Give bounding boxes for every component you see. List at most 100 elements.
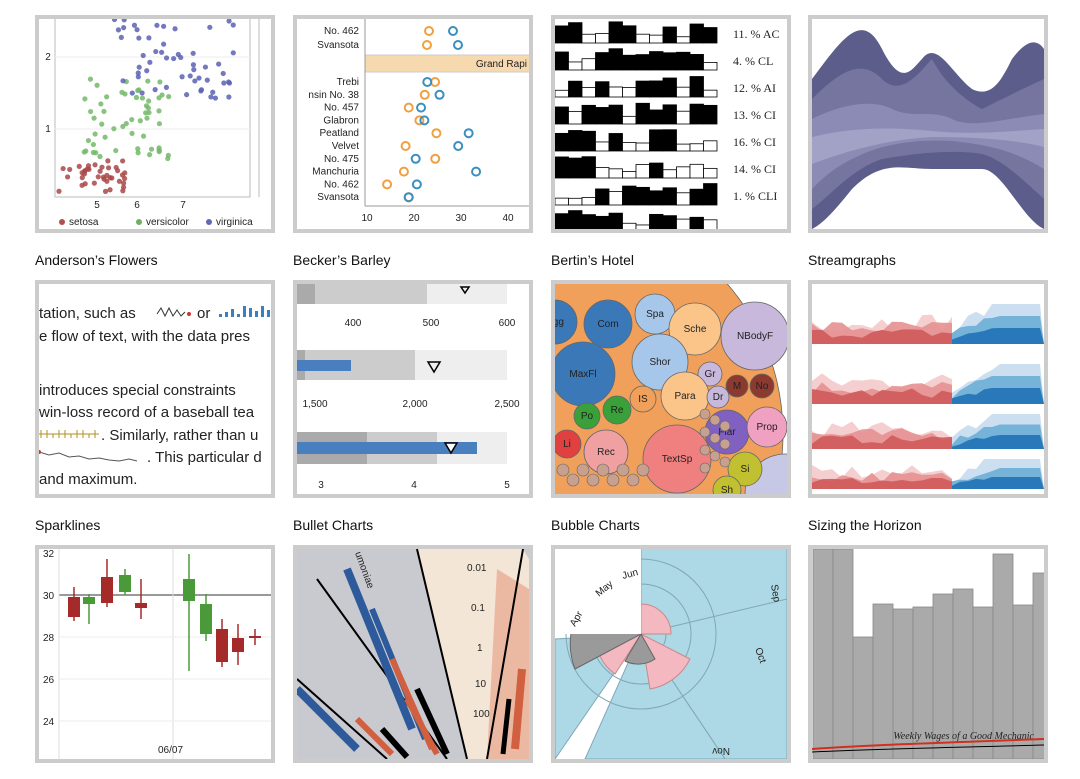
dot: [91, 180, 97, 186]
dot: [131, 22, 138, 28]
dot: [76, 163, 82, 169]
dot: [83, 148, 89, 154]
row-label: 16. % CI: [733, 135, 776, 149]
bar: [872, 603, 894, 759]
cell: [676, 51, 691, 71]
horizon-pos: [952, 477, 1044, 489]
tick: 24: [43, 717, 55, 728]
dot: [419, 115, 430, 126]
legend: virginica: [216, 217, 253, 228]
dot: [139, 95, 146, 101]
dot: [422, 77, 433, 87]
caption[interactable]: Becker’s Barley: [293, 252, 391, 268]
cell: [649, 129, 664, 152]
bubble: [744, 453, 787, 494]
dot: [98, 101, 104, 107]
cell: [662, 187, 677, 206]
cell: [676, 143, 691, 152]
dot: [221, 80, 227, 86]
thumbnail[interactable]: 400 500 600 1,500 2,000 2,500 3 4 5: [293, 280, 533, 498]
dot: [159, 92, 165, 98]
cell: [662, 77, 677, 98]
cell: [649, 190, 664, 206]
caption[interactable]: Streamgraphs: [808, 252, 896, 268]
cell: [608, 104, 623, 125]
bubble: [706, 385, 730, 409]
bars: [297, 567, 526, 759]
cell: [703, 140, 718, 152]
cell: [622, 87, 637, 98]
row-label: No. 462: [324, 26, 359, 37]
bar: [852, 636, 874, 759]
dot: [88, 108, 94, 115]
dot: [97, 153, 103, 160]
caption[interactable]: Sparklines: [35, 517, 101, 533]
row-label: Svansota: [317, 192, 359, 203]
cell: [662, 104, 677, 125]
thumbnail[interactable]: 0.01 0.1 1 10 100 umoniae: [293, 545, 533, 763]
bubble: [725, 374, 749, 398]
bubble-label: Spa: [646, 309, 664, 320]
cell: [608, 168, 623, 179]
thumbnail[interactable]: 32 30 28 26 24 06/07: [35, 545, 275, 763]
dot: [133, 94, 140, 101]
horizon-pos: [952, 328, 1044, 344]
thumbnail[interactable]: [808, 280, 1048, 498]
dot: [191, 67, 197, 73]
dot: [430, 153, 441, 164]
bubble-label: Dr: [713, 392, 724, 403]
matrix-thumb: 11. % AC 4. % CL 12. % AI 13. % CI 16. % CI 1…: [555, 21, 780, 229]
cell: [703, 167, 718, 179]
bubble: [555, 299, 578, 345]
candle: [68, 597, 80, 617]
thumbnail[interactable]: 11. % AC 4. % CL 12. % AI 13. % CI 16. % CI 1…: [551, 15, 791, 233]
candle: [183, 579, 195, 601]
dot: [202, 64, 209, 70]
dot: [99, 121, 105, 127]
row-label: Velvet: [332, 141, 359, 152]
dot: [166, 94, 172, 100]
thumbnail[interactable]: Apr May Jun Sep Oct Nov: [551, 545, 791, 763]
bubble: [555, 429, 582, 459]
tick: 7: [180, 200, 186, 211]
cell: [689, 103, 704, 125]
caption[interactable]: Sizing the Horizon: [808, 517, 922, 533]
tick: 2,500: [494, 399, 519, 410]
dot: [210, 89, 216, 95]
thumbnail[interactable]: Agg Com Spa Sche NBodyF Shor MaxFl Gr M No Para Dr I…: [551, 280, 791, 498]
dot: [171, 55, 177, 62]
caption[interactable]: Bullet Charts: [293, 517, 374, 533]
legend: setosa: [69, 217, 99, 228]
thumbnail[interactable]: No. 462 Svansota Grand Rapi Trebi nsin No…: [293, 15, 533, 233]
thumbnail[interactable]: Weekly Wages of a Good Mechanic: [808, 545, 1048, 763]
dot: [453, 141, 464, 151]
thumbnail[interactable]: tation, such as or e flow of text, with …: [35, 280, 275, 498]
bubble: [576, 463, 590, 477]
cell: [635, 80, 650, 98]
dot: [97, 168, 103, 174]
caption[interactable]: Bertin’s Hotel: [551, 252, 635, 268]
cell: [555, 89, 569, 98]
dot: [448, 26, 458, 36]
dot: [135, 146, 141, 152]
dot: [216, 61, 222, 67]
dot: [119, 89, 125, 95]
caption[interactable]: Bubble Charts: [551, 517, 640, 533]
text-line: introduces special constraints: [39, 382, 236, 399]
dot: [105, 158, 111, 164]
dot: [146, 98, 152, 104]
tick: 26: [43, 675, 55, 686]
dot: [120, 123, 126, 130]
cell: [703, 104, 718, 125]
caption[interactable]: Anderson’s Flowers: [35, 252, 158, 268]
cell: [581, 197, 596, 206]
cell: [581, 104, 596, 125]
cell: [649, 213, 664, 229]
cell: [635, 164, 650, 179]
thumbnail[interactable]: 2 1 5 6 7 setosa versicolor virginica: [35, 15, 275, 233]
dot: [60, 165, 66, 172]
bubble: [626, 473, 640, 487]
cell: [568, 157, 583, 179]
thumbnail[interactable]: [808, 15, 1048, 233]
